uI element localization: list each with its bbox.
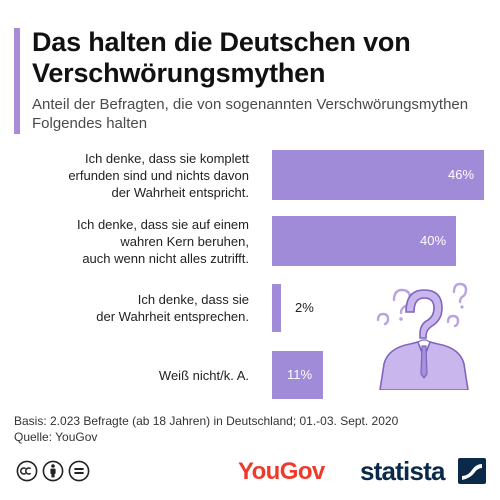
category-label-4: Weiß nicht/k. A. — [159, 367, 249, 384]
category-label-line: Ich denke, dass sie — [137, 292, 249, 307]
category-label-line: erfunden sind und nichts davon — [68, 168, 249, 183]
data-label-4: 11% — [287, 367, 313, 382]
data-label-1: 46% — [448, 167, 475, 182]
category-label-line: der Wahrheit entsprechen. — [96, 309, 249, 324]
category-label-line: Ich denke, dass sie auf einem — [77, 217, 249, 232]
statista-logo: statista — [360, 456, 445, 486]
bar-4 — [272, 351, 323, 399]
category-label-3: Ich denke, dass sie der Wahrheit entsprec… — [96, 291, 249, 325]
category-label-line: der Wahrheit entspricht. — [111, 185, 249, 200]
bar-1 — [272, 150, 484, 200]
yougov-logo: YouGov — [238, 458, 325, 485]
category-label-2: Ich denke, dass sie auf einem wahren Kern… — [77, 216, 249, 267]
category-label-line: Ich denke, dass sie komplett — [84, 151, 249, 166]
statista-mark-icon — [458, 458, 486, 484]
chart-title: Das halten die Deutschen von Verschwörun… — [32, 27, 411, 88]
category-label-1: Ich denke, dass sie komplett erfunden sin… — [68, 150, 249, 201]
equals-icon — [68, 460, 90, 482]
question-mark-person-icon — [376, 282, 469, 390]
bar-2 — [272, 216, 456, 266]
footer-source: Quelle: YouGov — [14, 430, 98, 444]
cc-icon — [16, 460, 38, 482]
category-label-line: wahren Kern beruhen, — [120, 234, 249, 249]
license-icons — [16, 460, 106, 484]
by-icon — [42, 460, 64, 482]
title-accent-bar — [14, 28, 20, 134]
data-label-3: 2% — [295, 300, 314, 315]
chart-subtitle: Anteil der Befragten, die von sogenannte… — [32, 96, 469, 132]
category-label-line: Weiß nicht/k. A. — [158, 368, 249, 383]
bar-3 — [272, 284, 281, 332]
data-label-2: 40% — [420, 233, 447, 248]
footer-basis: Basis: 2.023 Befragte (ab 18 Jahren) in … — [14, 414, 399, 428]
category-label-line: auch wenn nicht alles zutrifft. — [82, 251, 249, 266]
